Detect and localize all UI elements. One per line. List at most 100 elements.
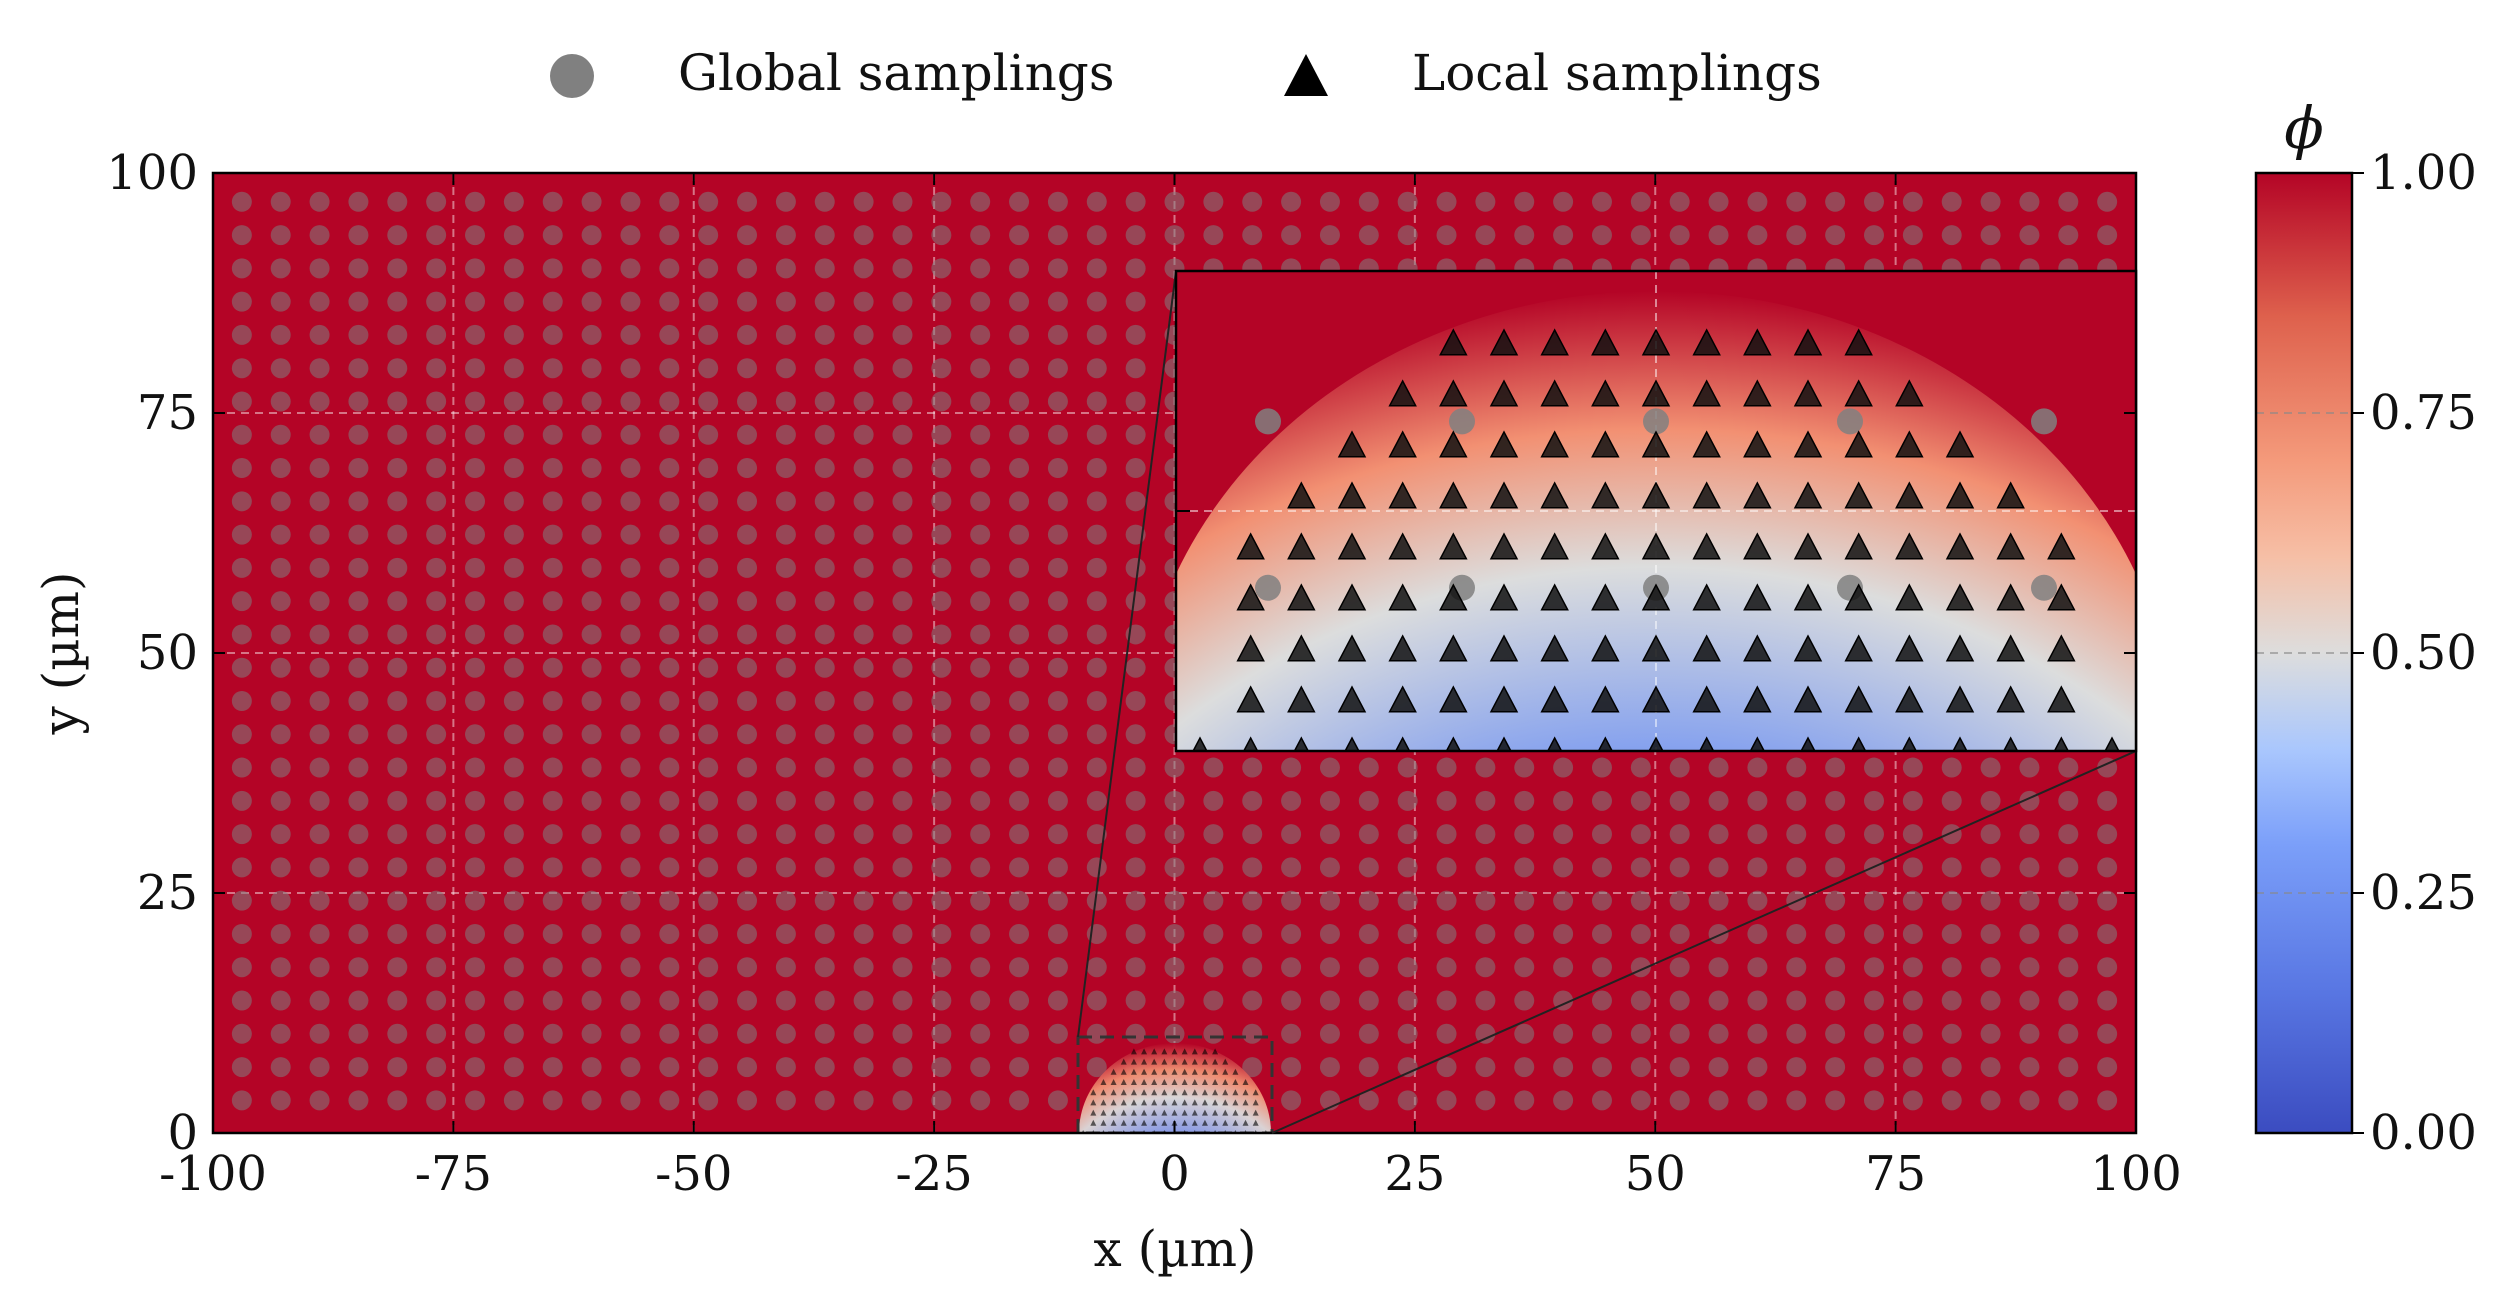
- global-sampling-point: [581, 990, 602, 1011]
- global-sampling-point: [1358, 790, 1379, 811]
- global-sampling-point: [931, 990, 952, 1011]
- global-sampling-point: [1863, 824, 1884, 845]
- global-sampling-point: [620, 458, 641, 479]
- global-sampling-point: [1902, 757, 1923, 778]
- global-sampling-point: [1747, 790, 1768, 811]
- local-sampling-point: [1201, 1079, 1208, 1085]
- global-sampling-point: [853, 657, 874, 678]
- local-sampling-point: [1212, 1079, 1219, 1085]
- local-sampling-point: [1222, 1089, 1229, 1096]
- inset-local-sampling-point: [1692, 481, 1721, 509]
- inset-global-sampling-point: [1837, 408, 1863, 435]
- local-sampling-point: [1120, 1058, 1127, 1065]
- global-sampling-point: [426, 1023, 447, 1044]
- global-sampling-point: [1553, 923, 1574, 944]
- global-sampling-point: [542, 724, 563, 745]
- global-sampling-point: [348, 990, 369, 1011]
- global-sampling-point: [853, 391, 874, 412]
- local-sampling-point: [1181, 1058, 1188, 1065]
- global-sampling-point: [853, 225, 874, 246]
- global-sampling-point: [1902, 957, 1923, 978]
- global-sampling-point: [1553, 757, 1574, 778]
- inset-local-sampling-point: [2047, 583, 2076, 611]
- global-sampling-point: [1902, 1057, 1923, 1078]
- global-sampling-point: [853, 757, 874, 778]
- inset-local-sampling-point: [1793, 583, 1823, 611]
- global-sampling-point: [348, 458, 369, 479]
- global-sampling-point: [1009, 358, 1030, 379]
- global-sampling-point: [1747, 890, 1768, 911]
- global-sampling-point: [892, 923, 913, 944]
- local-sampling-point: [1120, 1079, 1127, 1085]
- global-sampling-point: [892, 790, 913, 811]
- global-sampling-point: [1203, 790, 1224, 811]
- global-sampling-point: [775, 557, 796, 578]
- local-sampling-point: [1242, 1109, 1249, 1116]
- global-sampling-point: [1630, 1090, 1651, 1111]
- global-sampling-point: [348, 790, 369, 811]
- global-sampling-point: [1708, 923, 1729, 944]
- global-sampling-point: [1358, 857, 1379, 878]
- global-sampling-point: [620, 890, 641, 911]
- global-sampling-point: [348, 557, 369, 578]
- global-sampling-point: [1941, 857, 1962, 878]
- global-sampling-point: [1630, 191, 1651, 212]
- local-sampling-point: [1100, 1079, 1107, 1085]
- global-sampling-point: [348, 391, 369, 412]
- global-sampling-point: [387, 757, 408, 778]
- global-sampling-point: [1086, 358, 1107, 379]
- global-sampling-point: [931, 923, 952, 944]
- inset-local-sampling-point: [1439, 430, 1468, 458]
- global-sampling-point: [426, 191, 447, 212]
- global-sampling-point: [853, 1057, 874, 1078]
- inset-local-sampling-point: [1641, 685, 1671, 713]
- global-sampling-point: [1669, 890, 1690, 911]
- global-sampling-point: [1047, 258, 1068, 279]
- global-sampling-point: [970, 923, 991, 944]
- global-sampling-point: [1009, 1057, 1030, 1078]
- local-sampling-point: [1161, 1089, 1168, 1096]
- global-sampling-point: [426, 790, 447, 811]
- global-sampling-point: [1125, 757, 1146, 778]
- global-sampling-point: [775, 790, 796, 811]
- global-sampling-point: [231, 424, 252, 445]
- global-sampling-point: [1009, 1090, 1030, 1111]
- global-sampling-point: [1086, 524, 1107, 545]
- global-sampling-point: [1436, 957, 1457, 978]
- global-sampling-point: [1242, 990, 1263, 1011]
- global-sampling-point: [1009, 624, 1030, 645]
- global-sampling-point: [659, 191, 680, 212]
- global-sampling-point: [970, 258, 991, 279]
- global-sampling-point: [1009, 258, 1030, 279]
- inset-local-sampling-point: [1996, 583, 2025, 611]
- global-sampling-point: [1358, 923, 1379, 944]
- global-sampling-point: [270, 1057, 291, 1078]
- global-sampling-point: [620, 1023, 641, 1044]
- global-sampling-point: [1708, 1057, 1729, 1078]
- global-sampling-point: [465, 790, 486, 811]
- global-sampling-point: [814, 724, 835, 745]
- global-sampling-point: [1553, 1057, 1574, 1078]
- global-sampling-point: [270, 990, 291, 1011]
- local-sampling-point: [1141, 1099, 1148, 1106]
- global-sampling-point: [1319, 757, 1340, 778]
- global-sampling-point: [1708, 990, 1729, 1011]
- global-sampling-point: [387, 557, 408, 578]
- inset-local-sampling-point: [1945, 634, 1975, 662]
- global-sampling-point: [542, 225, 563, 246]
- global-sampling-point: [426, 657, 447, 678]
- global-sampling-point: [970, 458, 991, 479]
- global-sampling-point: [1203, 225, 1224, 246]
- global-sampling-point: [659, 790, 680, 811]
- global-sampling-point: [931, 890, 952, 911]
- global-sampling-point: [698, 358, 719, 379]
- global-sampling-point: [1591, 1023, 1612, 1044]
- global-sampling-point: [853, 258, 874, 279]
- global-sampling-point: [1047, 923, 1068, 944]
- global-sampling-point: [503, 458, 524, 479]
- inset-local-sampling-point: [1337, 430, 1367, 458]
- global-sampling-point: [814, 691, 835, 711]
- local-sampling-point: [1201, 1048, 1208, 1055]
- global-sampling-point: [465, 1023, 486, 1044]
- inset-local-sampling-point: [1540, 328, 1569, 356]
